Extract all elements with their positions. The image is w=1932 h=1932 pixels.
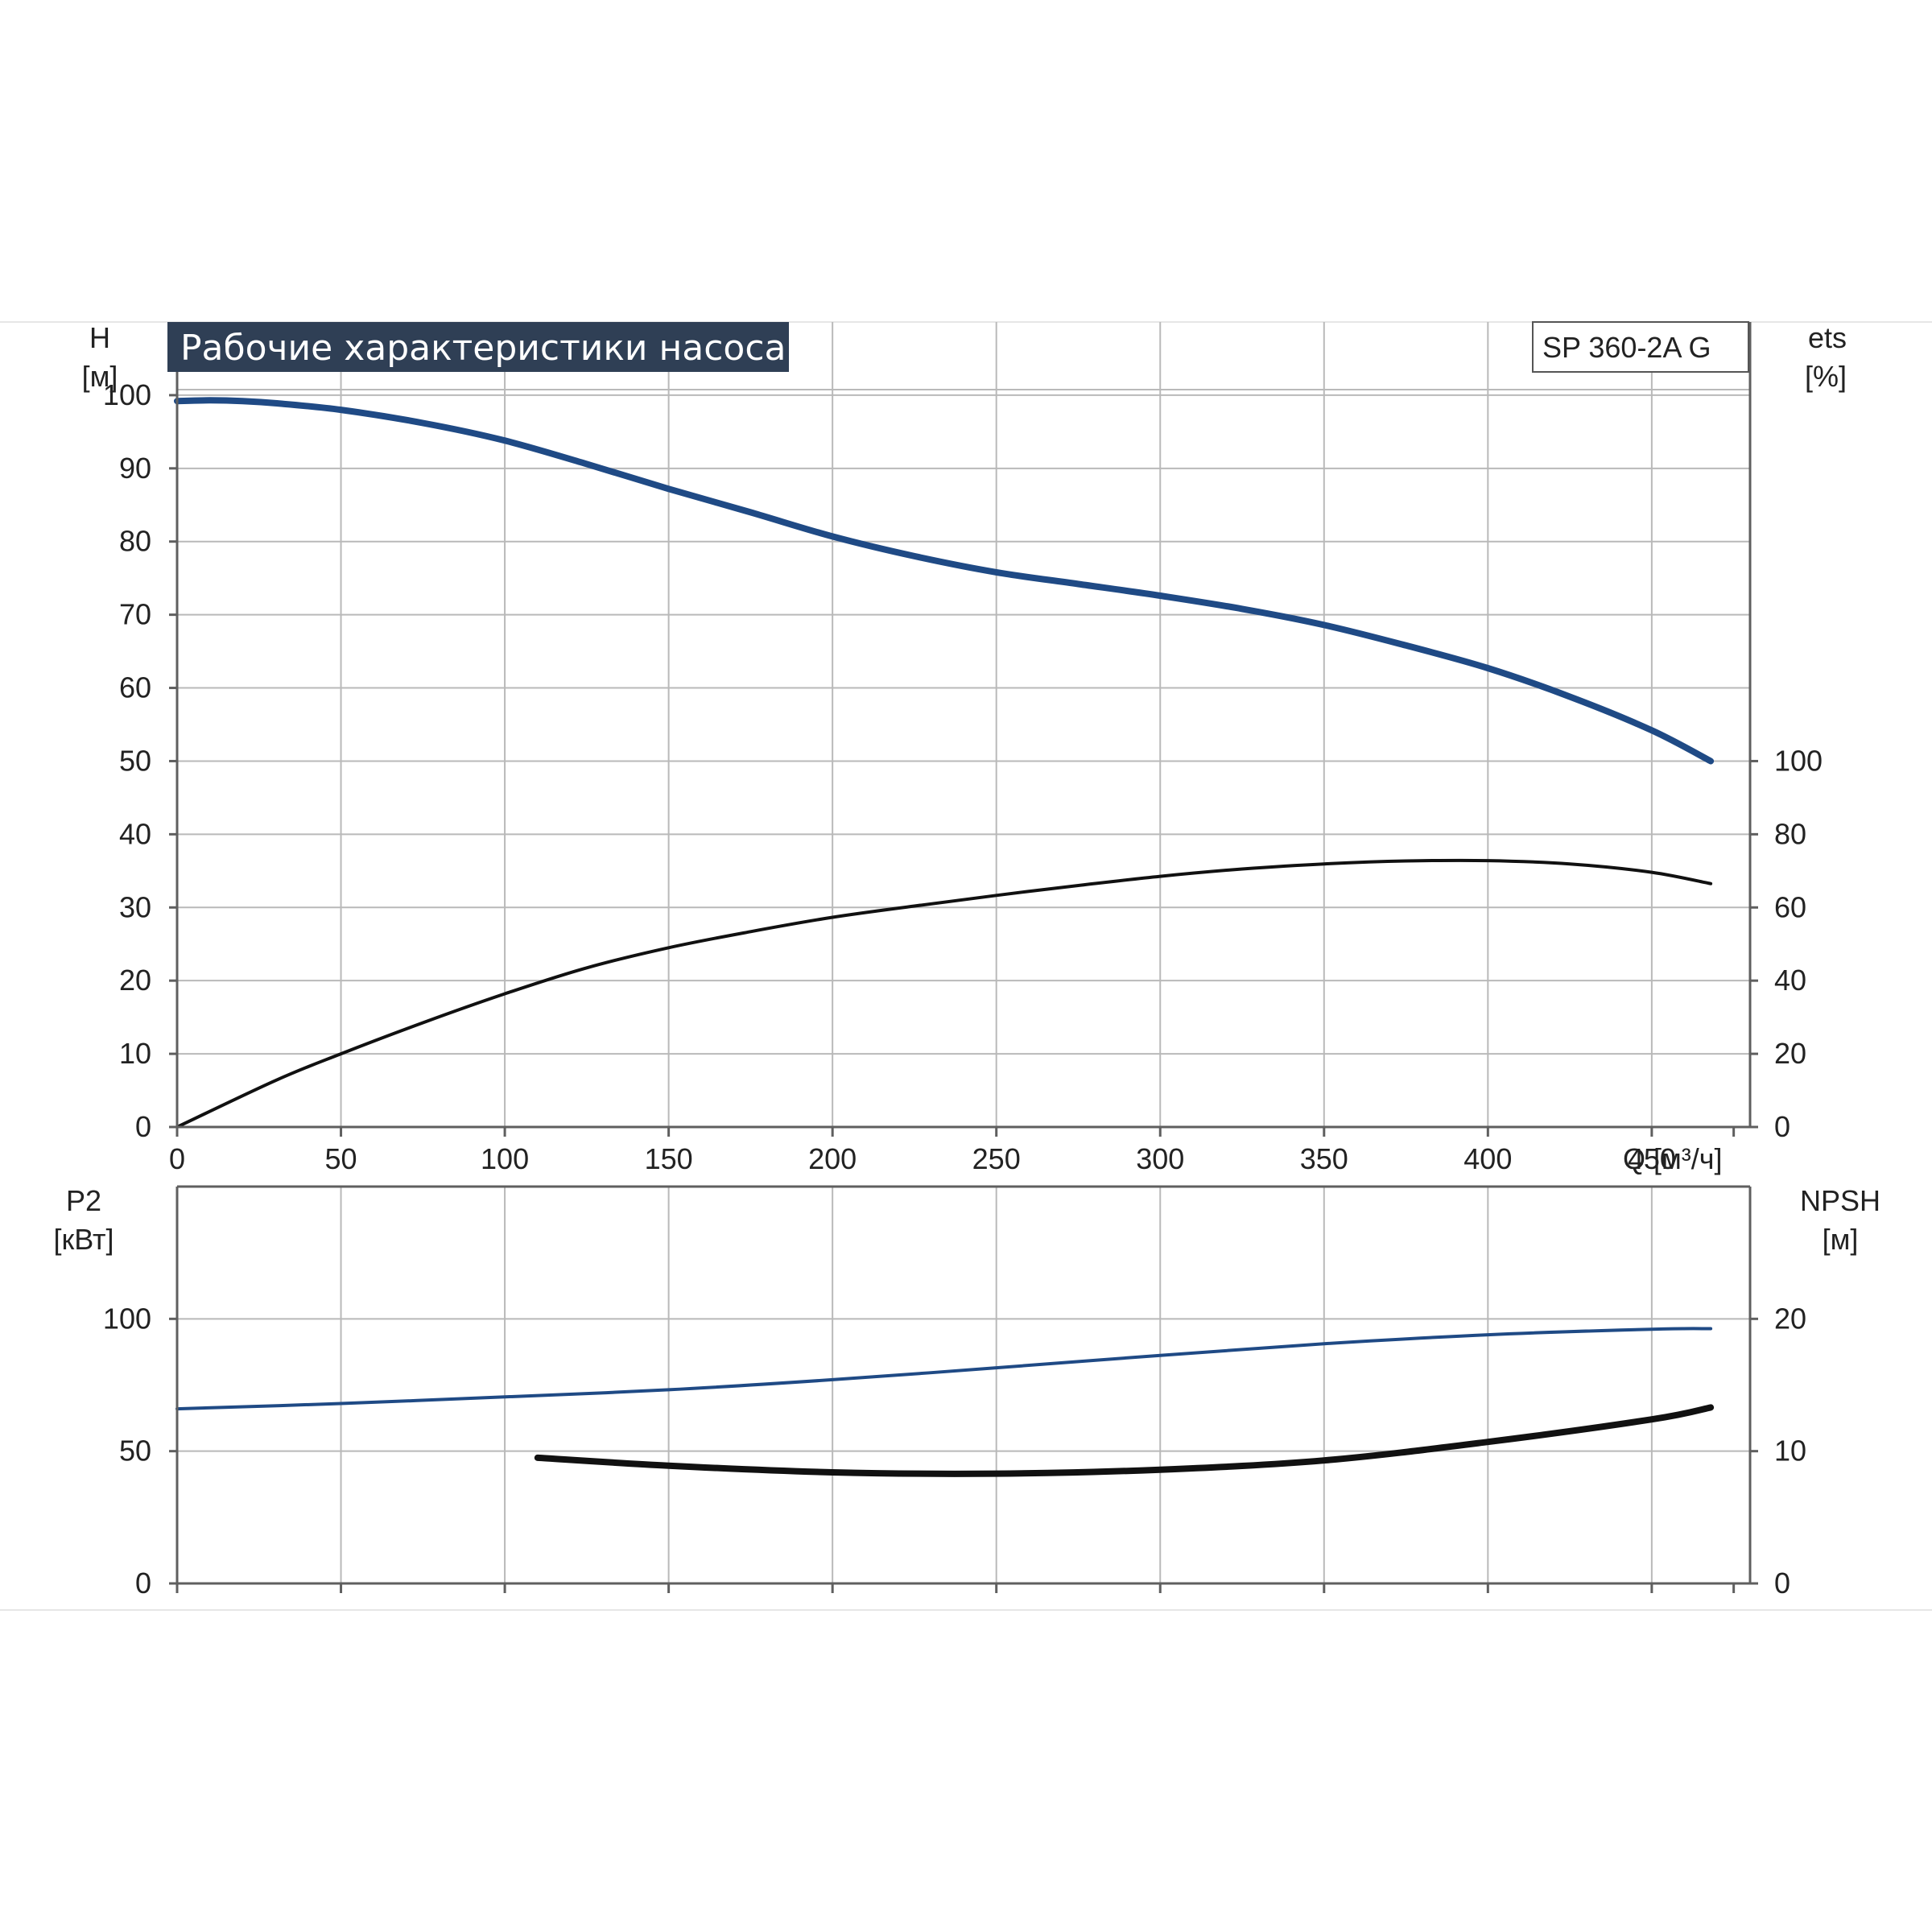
upper-series-group [174, 397, 1715, 1129]
x-tick-label: 0 [169, 1142, 185, 1175]
upper-axes [169, 322, 1758, 1137]
right-tick-label: 80 [1774, 817, 1806, 850]
left-tick-label: 0 [135, 1567, 151, 1600]
right-tick-label: 40 [1774, 964, 1806, 997]
pump-model-label: SP 360-2A G [1542, 331, 1711, 364]
right-tick-label: 20 [1774, 1037, 1806, 1070]
x-tick-label: 400 [1463, 1142, 1512, 1175]
upper-tick-labels: 0 10 20 30 40 50 60 70 80 90 100 0 20 40 60 80 100 0 50 100… [103, 378, 1823, 1175]
right-axis-unit-m: [м] [1823, 1223, 1859, 1256]
right-tick-label: 0 [1774, 1110, 1790, 1143]
left-tick-label: 50 [119, 1435, 151, 1468]
left-axis-unit-m: [м] [82, 360, 118, 393]
x-tick-label: 100 [481, 1142, 529, 1175]
upper-grid [177, 322, 1750, 1127]
left-tick-label: 60 [119, 671, 151, 704]
x-tick-label: 250 [972, 1142, 1021, 1175]
left-tick-label: 50 [119, 744, 151, 777]
x-axis-unit-label: Q [м³/ч] [1623, 1142, 1723, 1175]
x-tick-label: 200 [808, 1142, 857, 1175]
right-tick-label: 20 [1774, 1302, 1806, 1335]
head-curve [174, 397, 1715, 765]
left-axis-name-p2: P2 [66, 1184, 101, 1217]
right-tick-label: 100 [1774, 744, 1823, 777]
x-tick-label: 350 [1300, 1142, 1348, 1175]
lower-chart-panel: 0 50 100 0 10 20 P2 [кВт] NPSH [м] [53, 1184, 1880, 1600]
x-tick-label: 450 [1628, 1142, 1676, 1175]
left-tick-label: 30 [119, 890, 151, 923]
power-curve [175, 1327, 1713, 1411]
left-tick-label: 90 [119, 452, 151, 485]
left-axis-unit-kw: [кВт] [53, 1223, 114, 1256]
left-tick-label: 80 [119, 525, 151, 558]
lower-grid [177, 1187, 1750, 1583]
model-box [1532, 321, 1749, 373]
left-tick-label: 0 [135, 1110, 151, 1143]
upper-chart-panel: 0 10 20 30 40 50 60 70 80 90 100 0 20 40 60 80 100 0 50 100… [82, 321, 1847, 1175]
lower-tick-labels: 0 50 100 0 10 20 [103, 1302, 1806, 1600]
left-tick-label: 20 [119, 964, 151, 997]
x-tick-label: 50 [325, 1142, 357, 1175]
left-tick-label: 70 [119, 598, 151, 631]
efficiency-curve [175, 858, 1713, 1129]
right-tick-label: 0 [1774, 1567, 1790, 1600]
x-tick-label: 300 [1136, 1142, 1184, 1175]
right-axis-name-npsh: NPSH [1800, 1184, 1880, 1217]
x-tick-label: 150 [645, 1142, 693, 1175]
lower-series-group [175, 1327, 1715, 1477]
left-axis-name-h: H [89, 321, 110, 354]
chart-title: Рабочие характеристики насоса [180, 328, 786, 369]
right-axis-name-ets: ets [1808, 321, 1847, 354]
right-axis-unit-percent: [%] [1805, 360, 1847, 393]
right-tick-label: 60 [1774, 890, 1806, 923]
left-tick-label: 100 [103, 378, 151, 411]
left-tick-label: 40 [119, 817, 151, 850]
npsh-curve [534, 1404, 1715, 1477]
lower-axes [169, 1185, 1758, 1593]
chart-title-box [167, 322, 789, 372]
right-tick-label: 10 [1774, 1435, 1806, 1468]
left-tick-label: 10 [119, 1037, 151, 1070]
left-tick-label: 100 [103, 1302, 151, 1335]
